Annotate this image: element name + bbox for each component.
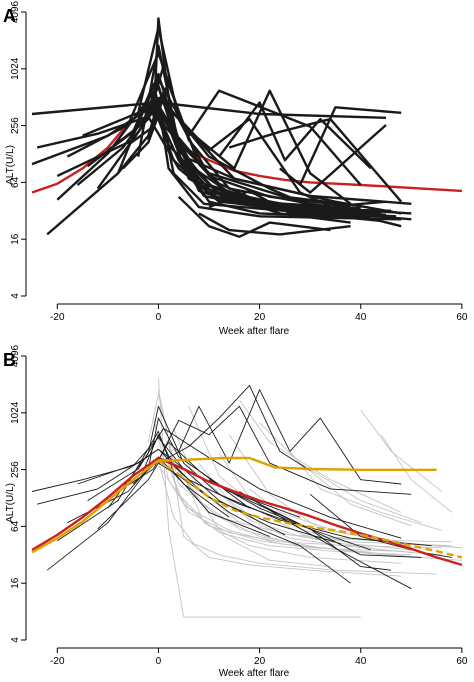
patient-line-b bbox=[168, 442, 402, 577]
fit-curve-a bbox=[167, 106, 341, 212]
x-tick-label: 40 bbox=[355, 312, 367, 323]
patient-line-b bbox=[309, 493, 452, 558]
fit-curve-b bbox=[31, 456, 463, 567]
patient-line-b bbox=[309, 470, 412, 527]
x-tick-label: 0 bbox=[156, 656, 162, 667]
fit-curve-a bbox=[122, 113, 301, 211]
fit-curve-a bbox=[279, 124, 387, 194]
x-tick-label: 20 bbox=[254, 312, 266, 323]
panel-a: A ALT(U/L) Week after flare -20 0 20 40 60 4 1… bbox=[3, 0, 468, 337]
y-tick-label: 4096 bbox=[10, 0, 21, 23]
y-tick-label: 4 bbox=[10, 293, 21, 299]
patient-line-b bbox=[259, 422, 422, 524]
fit-curve-a bbox=[132, 106, 361, 208]
y-tick-label: 256 bbox=[10, 461, 21, 478]
patient-line-b bbox=[31, 437, 286, 536]
patient-line-b bbox=[97, 462, 341, 545]
panel-label-b: B bbox=[3, 350, 16, 370]
patient-line-b bbox=[158, 384, 311, 471]
patient-line-b bbox=[157, 460, 437, 575]
fit-curve-a bbox=[177, 195, 331, 238]
patient-line-b bbox=[198, 462, 452, 547]
fit-curve-a bbox=[157, 104, 392, 218]
patient-line-b bbox=[360, 409, 442, 492]
y-axis-label-a: ALT(U/L) bbox=[5, 145, 16, 185]
fit-curve-a bbox=[298, 106, 402, 186]
y-tick-label: 4096 bbox=[10, 344, 21, 367]
x-tick-label: 40 bbox=[355, 656, 367, 667]
patient-line-b bbox=[178, 470, 462, 561]
patient-line-b bbox=[239, 399, 402, 513]
fit-curve-b bbox=[31, 456, 437, 554]
patient-line-b bbox=[57, 430, 270, 542]
x-tick-label: 20 bbox=[254, 656, 266, 667]
x-tick-label: 60 bbox=[456, 312, 468, 323]
x-axis-label-b: Week after flare bbox=[219, 668, 290, 679]
x-tick-label: 0 bbox=[156, 312, 162, 323]
patient-line-b bbox=[157, 377, 361, 618]
y-tick-label: 16 bbox=[10, 577, 21, 589]
fit-curve-a bbox=[142, 83, 351, 224]
y-tick-label: 1024 bbox=[10, 57, 21, 80]
x-tick-label: -20 bbox=[50, 656, 65, 667]
y-tick-label: 64 bbox=[10, 520, 21, 532]
fit-curve-a bbox=[182, 89, 352, 205]
fit-curve-a bbox=[187, 89, 362, 186]
y-tick-label: 64 bbox=[10, 176, 21, 188]
fit-curve-b bbox=[157, 459, 463, 559]
patient-line-b bbox=[163, 451, 412, 556]
y-tick-label: 16 bbox=[10, 233, 21, 245]
patient-line-b bbox=[183, 475, 402, 564]
panel-label-a: A bbox=[3, 6, 16, 26]
patient-line-b bbox=[132, 405, 412, 495]
fit-curve-a bbox=[218, 101, 372, 170]
patient-line-b bbox=[158, 465, 422, 558]
fit-curve-a bbox=[152, 95, 372, 215]
y-tick-label: 1024 bbox=[10, 401, 21, 424]
patient-line-b bbox=[380, 434, 453, 513]
fit-curve-a bbox=[198, 212, 351, 236]
patient-line-b bbox=[77, 448, 372, 551]
x-axis-label-a: Week after flare bbox=[219, 326, 290, 337]
fit-curve-a bbox=[117, 101, 402, 221]
y-tick-label: 256 bbox=[10, 117, 21, 134]
patient-line-b bbox=[259, 503, 422, 558]
patient-line-b bbox=[193, 491, 331, 568]
fit-curve-a bbox=[31, 101, 387, 119]
x-tick-label: -20 bbox=[50, 312, 65, 323]
patient-line-b bbox=[289, 451, 442, 531]
x-tick-label: 60 bbox=[456, 656, 468, 667]
y-axis-label-b: ALT(U/L) bbox=[5, 483, 16, 523]
fit-curve-a bbox=[137, 44, 341, 214]
panel-b: B ALT(U/L) Week after flare -20 0 20 40 60 4 1… bbox=[3, 344, 468, 679]
y-tick-label: 4 bbox=[10, 637, 21, 643]
patient-line-b bbox=[87, 427, 402, 539]
fit-curve-a bbox=[82, 26, 351, 208]
patient-line-b bbox=[218, 453, 412, 551]
